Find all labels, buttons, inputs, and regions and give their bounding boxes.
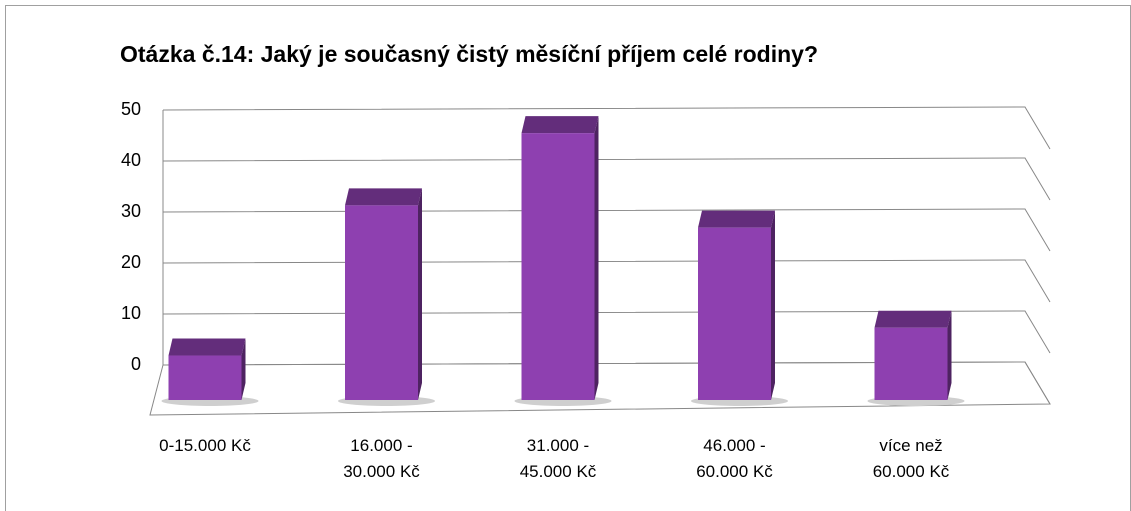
bar-side: [241, 338, 246, 400]
chart-title: Otázka č.14: Jaký je současný čistý měsí…: [120, 41, 818, 67]
y-tick-label: 50: [121, 99, 141, 119]
bar-top: [698, 210, 775, 228]
bar-top: [521, 116, 599, 134]
y-tick-label: 10: [121, 303, 141, 323]
bar-top: [874, 310, 952, 328]
bar: [521, 133, 595, 400]
y-tick-label: 30: [121, 201, 141, 221]
bar-side: [418, 188, 422, 400]
bar-side: [947, 310, 952, 400]
grid-line: [162, 106, 1051, 150]
y-tick-label: 20: [121, 252, 141, 272]
x-tick-label: 46.000 - 60.000 Kč: [696, 436, 773, 481]
bar: [698, 227, 771, 400]
grid-line: [162, 157, 1051, 201]
x-tick-label: 31.000 - 45.000 Kč: [519, 436, 597, 481]
grid-line: [162, 208, 1051, 252]
bar: [874, 327, 948, 400]
bar-top: [345, 188, 422, 206]
bar: [345, 205, 418, 400]
x-tick-label: více než 60.000 Kč: [872, 436, 950, 481]
x-tick-label: 16.000 - 30.000 Kč: [343, 436, 420, 481]
y-tick-label: 0: [131, 354, 141, 374]
x-tick-label: 0-15.000 Kč: [159, 436, 251, 455]
bar-side: [771, 210, 775, 400]
bar: [168, 355, 242, 400]
grid-line: [162, 259, 1051, 303]
grid-line: [162, 361, 1051, 405]
bar-top: [168, 338, 246, 356]
bar-side: [594, 116, 599, 401]
grid-line: [162, 310, 1051, 354]
y-tick-label: 40: [121, 150, 141, 170]
